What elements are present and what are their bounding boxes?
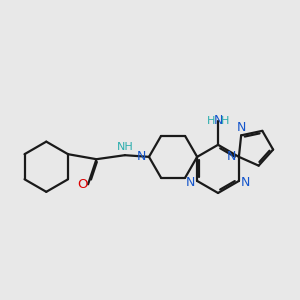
Text: N: N	[236, 122, 246, 134]
Text: H: H	[221, 116, 230, 126]
Text: O: O	[77, 178, 87, 191]
Text: N: N	[213, 114, 223, 127]
Text: N: N	[137, 150, 146, 164]
Text: N: N	[186, 176, 195, 189]
Text: N: N	[227, 150, 236, 164]
Text: H: H	[206, 116, 215, 126]
Text: NH: NH	[116, 142, 133, 152]
Text: N: N	[241, 176, 250, 189]
